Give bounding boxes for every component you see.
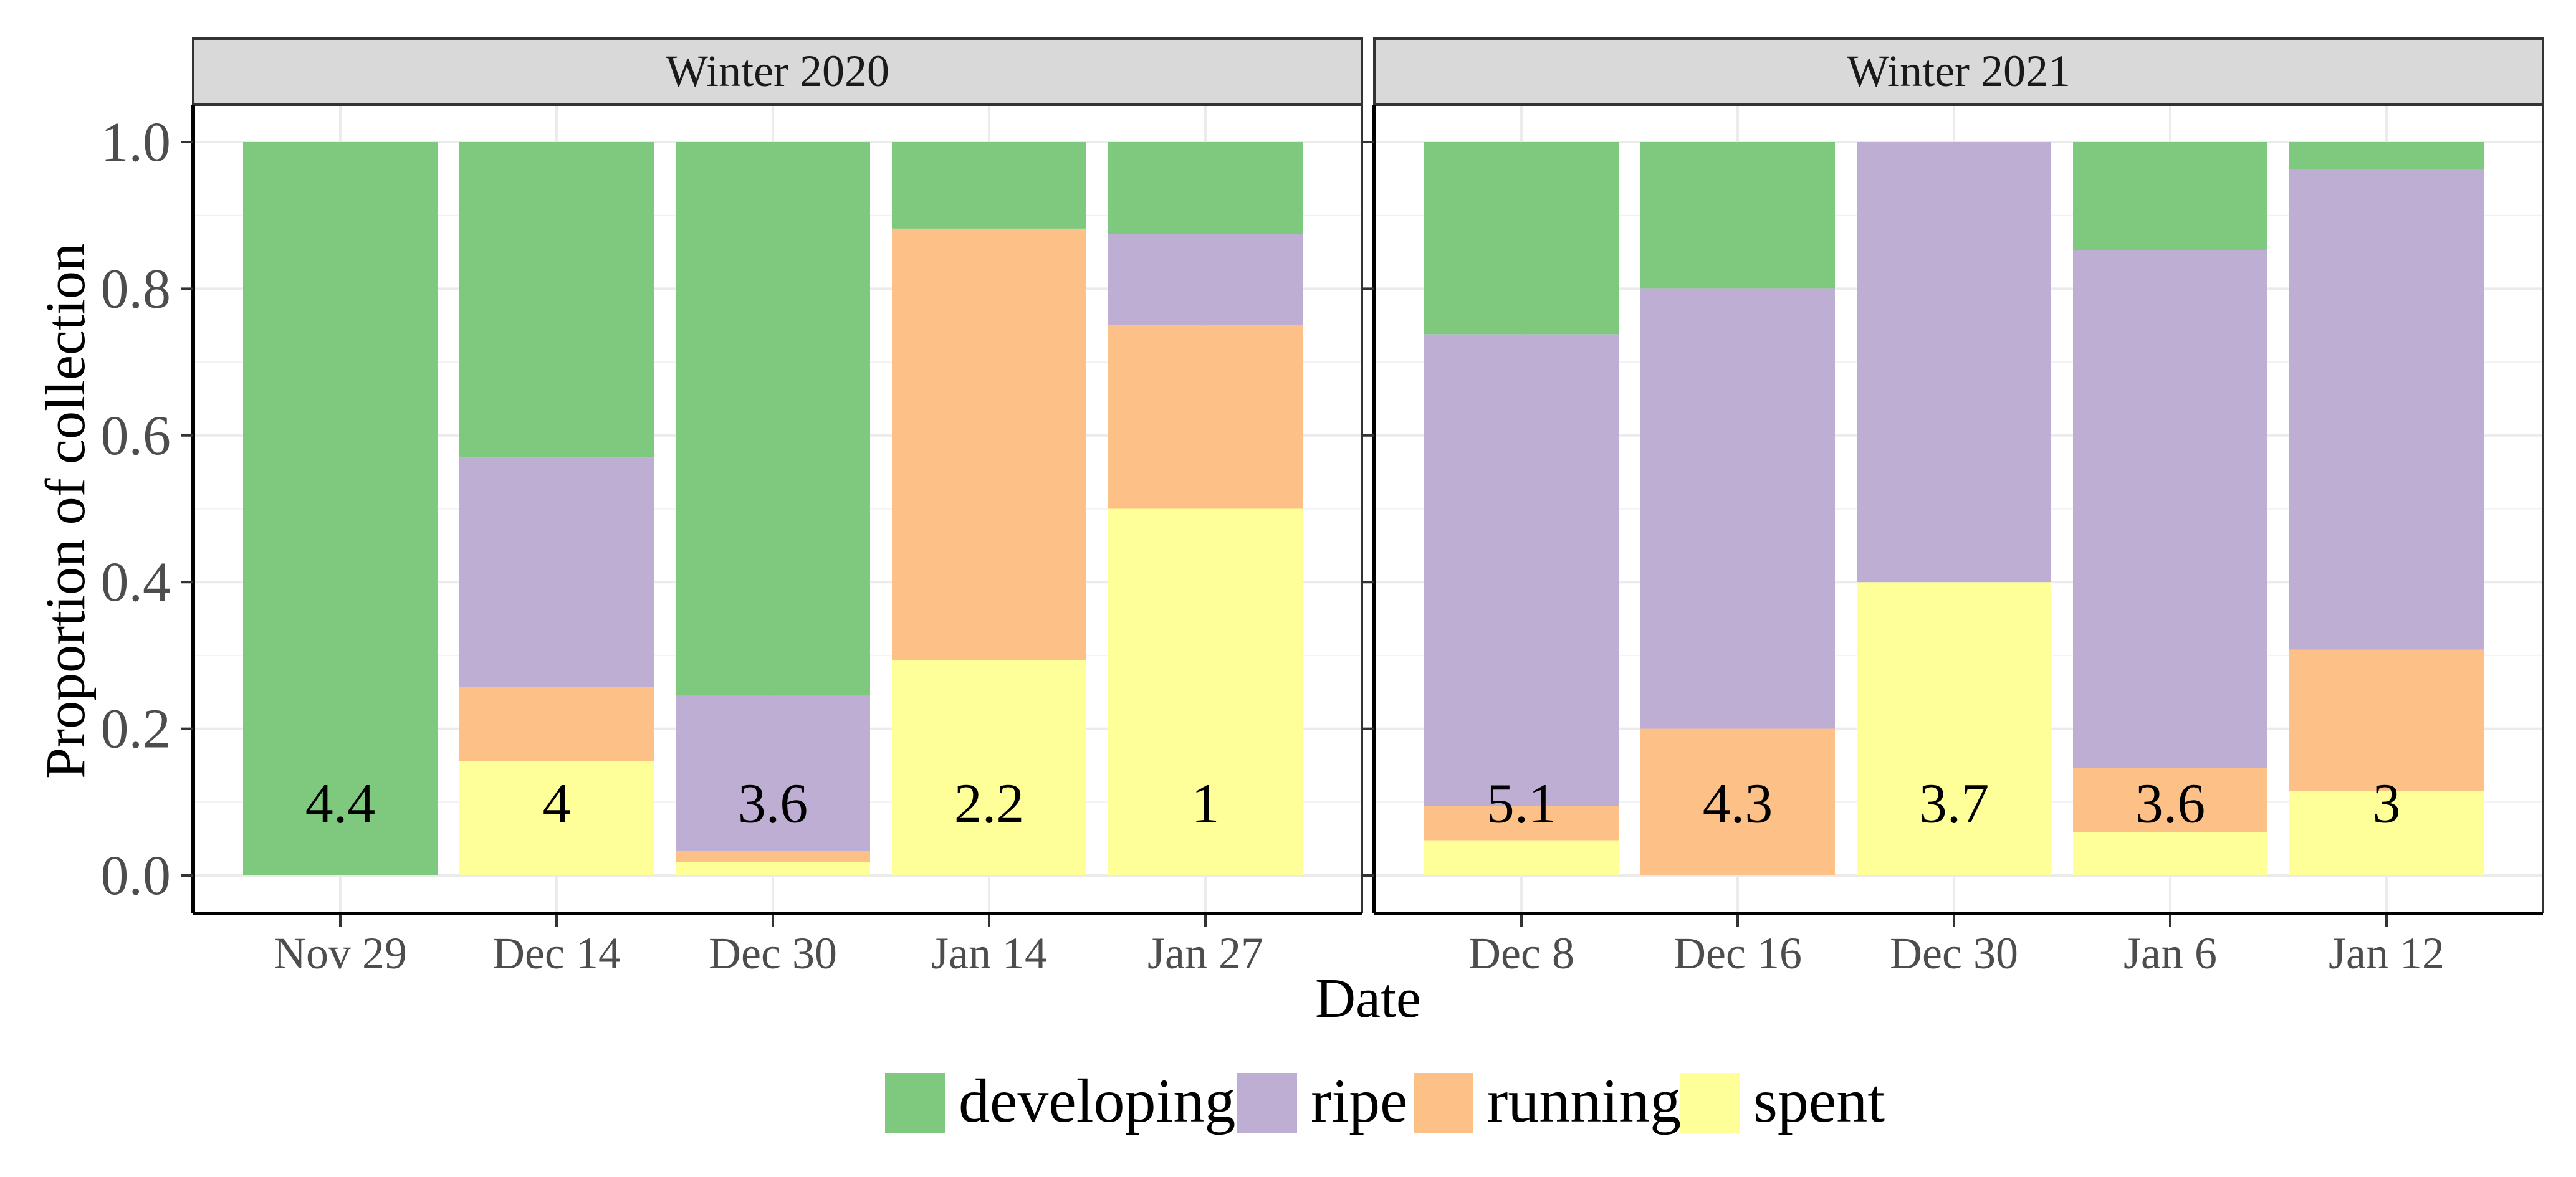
bar-value-label: 4.4 <box>305 773 376 834</box>
bar-segment-developing <box>2073 142 2267 250</box>
bar-segment-developing <box>1640 142 1835 289</box>
bar-segment-spent <box>1424 840 1619 875</box>
bar-segment-running <box>459 687 654 761</box>
bar-segment-spent <box>2073 832 2267 875</box>
y-tick-label: 0.4 <box>101 551 171 613</box>
bar-value-label: 1 <box>1192 773 1220 834</box>
y-axis-title: Proportion of collection <box>35 243 97 779</box>
bar-segment-developing <box>1108 142 1303 234</box>
x-tick-label: Jan 6 <box>2124 928 2217 978</box>
x-tick-label: Dec 30 <box>709 928 837 978</box>
bar-value-label: 3.7 <box>1919 773 1989 834</box>
bar-segment-running <box>892 228 1086 660</box>
x-tick-label: Dec 16 <box>1673 928 1802 978</box>
legend-key-running <box>1414 1073 1473 1133</box>
legend-key-spent <box>1680 1073 1740 1133</box>
bar-value-label: 4.3 <box>1703 773 1773 834</box>
bar-segment-running <box>676 850 870 862</box>
x-tick-label: Dec 8 <box>1468 928 1574 978</box>
y-tick-label: 0.8 <box>101 258 171 320</box>
panel-title: Winter 2021 <box>1847 46 2071 96</box>
bar-segment-spent <box>892 659 1086 875</box>
bar-segment-developing <box>2289 142 2484 170</box>
bar-segment-spent <box>1857 582 2051 875</box>
bar-segment-running <box>1424 806 1619 841</box>
legend-label-running: running <box>1487 1066 1681 1135</box>
bar-segment-developing <box>676 142 870 696</box>
bar-value-label: 2.2 <box>954 773 1025 834</box>
bar-value-label: 3.6 <box>2135 773 2206 834</box>
bar-segment-ripe <box>2289 169 2484 650</box>
bar-value-label: 5.1 <box>1487 773 1557 834</box>
panel-2: Winter 2021 5.1 Dec 8 4.3 Dec 16 3.7 Dec 30 3.6… <box>1362 37 2544 978</box>
bar-segment-developing <box>243 142 438 875</box>
panel-strip <box>1373 37 2544 106</box>
bar-segment-ripe <box>1424 334 1619 806</box>
y-tick-label: 0.2 <box>101 698 171 760</box>
bar-value-label: 3 <box>2373 773 2401 834</box>
x-tick-label: Nov 29 <box>274 928 407 978</box>
bar-value-label: 4 <box>543 773 571 834</box>
y-tick-label: 0.6 <box>101 405 171 467</box>
x-tick-label: Jan 12 <box>2329 928 2444 978</box>
legend-key-developing <box>885 1073 945 1133</box>
x-tick-label: Dec 30 <box>1890 928 2018 978</box>
legend-label-developing: developing <box>959 1066 1235 1135</box>
bar-segment-spent <box>459 761 654 875</box>
panel-1: Winter 2020 4.4 Nov 29 4 Dec 14 3.6 Dec 30 2.2 J… <box>101 37 1363 978</box>
panels: Winter 2020 4.4 Nov 29 4 Dec 14 3.6 Dec 30 2.2 J… <box>101 37 2544 978</box>
bar-segment-ripe <box>1640 288 1835 729</box>
bar-segment-spent <box>676 862 870 875</box>
panel-title: Winter 2020 <box>666 46 889 96</box>
bar-segment-ripe <box>1108 234 1303 326</box>
legend: developing ripe running spent <box>885 1066 1885 1135</box>
bar-segment-developing <box>892 142 1086 229</box>
bar-segment-running <box>2073 767 2267 832</box>
legend-label-ripe: ripe <box>1311 1066 1407 1135</box>
bar-segment-ripe <box>459 457 654 687</box>
x-tick-label: Jan 27 <box>1147 928 1263 978</box>
bar-segment-running <box>1640 728 1835 875</box>
x-axis-title: Date <box>1315 968 1421 1029</box>
bar-segment-developing <box>459 142 654 458</box>
y-tick-label: 1.0 <box>101 112 171 173</box>
legend-key-ripe <box>1237 1073 1297 1133</box>
bar-value-label: 3.6 <box>738 773 808 834</box>
bar-segment-running <box>2289 649 2484 791</box>
bar-segment-spent <box>2289 791 2484 875</box>
bar-segment-spent <box>1108 508 1303 875</box>
x-tick-label: Dec 14 <box>492 928 621 978</box>
bar-segment-ripe <box>1857 142 2051 583</box>
x-tick-label: Jan 14 <box>931 928 1047 978</box>
bar-segment-developing <box>1424 142 1619 335</box>
legend-label-spent: spent <box>1753 1066 1885 1135</box>
panel-strip <box>192 37 1363 106</box>
bar-segment-running <box>1108 325 1303 509</box>
bar-segment-ripe <box>676 695 870 851</box>
y-tick-label: 0.0 <box>101 845 171 907</box>
bar-segment-ripe <box>2073 250 2267 768</box>
